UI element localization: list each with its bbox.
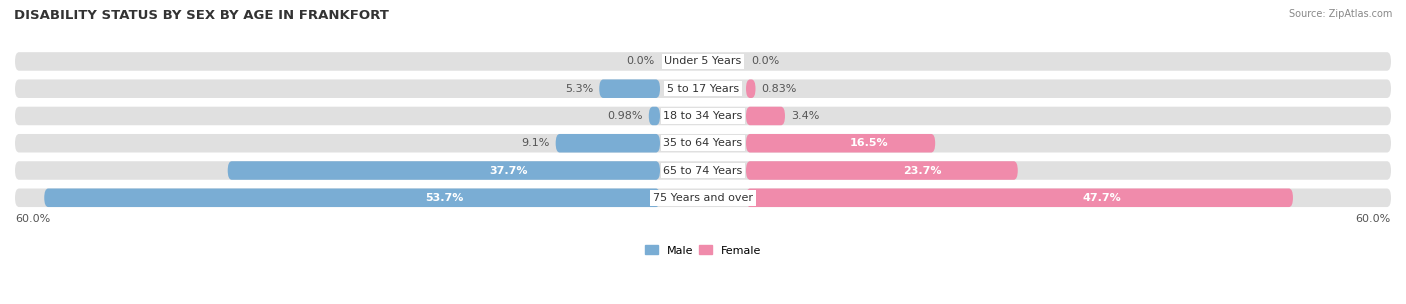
FancyBboxPatch shape (15, 134, 1391, 153)
FancyBboxPatch shape (555, 134, 659, 153)
FancyBboxPatch shape (747, 79, 755, 98)
Text: 47.7%: 47.7% (1083, 193, 1121, 203)
FancyBboxPatch shape (228, 161, 659, 180)
Text: 37.7%: 37.7% (489, 165, 527, 175)
Text: 53.7%: 53.7% (425, 193, 464, 203)
Text: 60.0%: 60.0% (15, 214, 51, 224)
FancyBboxPatch shape (15, 161, 1391, 180)
FancyBboxPatch shape (15, 52, 1391, 71)
FancyBboxPatch shape (44, 188, 659, 207)
Text: 75 Years and over: 75 Years and over (652, 193, 754, 203)
Text: 0.0%: 0.0% (626, 57, 654, 67)
Text: 5.3%: 5.3% (565, 84, 593, 94)
Text: 18 to 34 Years: 18 to 34 Years (664, 111, 742, 121)
Text: 0.83%: 0.83% (761, 84, 797, 94)
Text: 60.0%: 60.0% (1355, 214, 1391, 224)
Text: Under 5 Years: Under 5 Years (665, 57, 741, 67)
Text: 0.98%: 0.98% (607, 111, 643, 121)
Text: 0.0%: 0.0% (752, 57, 780, 67)
FancyBboxPatch shape (15, 188, 1391, 207)
Text: 9.1%: 9.1% (522, 138, 550, 148)
FancyBboxPatch shape (747, 134, 935, 153)
Text: 65 to 74 Years: 65 to 74 Years (664, 165, 742, 175)
Text: 5 to 17 Years: 5 to 17 Years (666, 84, 740, 94)
Legend: Male, Female: Male, Female (640, 241, 766, 260)
FancyBboxPatch shape (648, 107, 659, 125)
FancyBboxPatch shape (15, 79, 1391, 98)
Text: DISABILITY STATUS BY SEX BY AGE IN FRANKFORT: DISABILITY STATUS BY SEX BY AGE IN FRANK… (14, 9, 389, 22)
Text: 23.7%: 23.7% (904, 165, 942, 175)
Text: Source: ZipAtlas.com: Source: ZipAtlas.com (1288, 9, 1392, 19)
Text: 3.4%: 3.4% (790, 111, 820, 121)
Text: 16.5%: 16.5% (849, 138, 889, 148)
FancyBboxPatch shape (747, 107, 785, 125)
FancyBboxPatch shape (15, 107, 1391, 125)
Text: 35 to 64 Years: 35 to 64 Years (664, 138, 742, 148)
FancyBboxPatch shape (747, 161, 1018, 180)
FancyBboxPatch shape (747, 188, 1294, 207)
FancyBboxPatch shape (599, 79, 659, 98)
